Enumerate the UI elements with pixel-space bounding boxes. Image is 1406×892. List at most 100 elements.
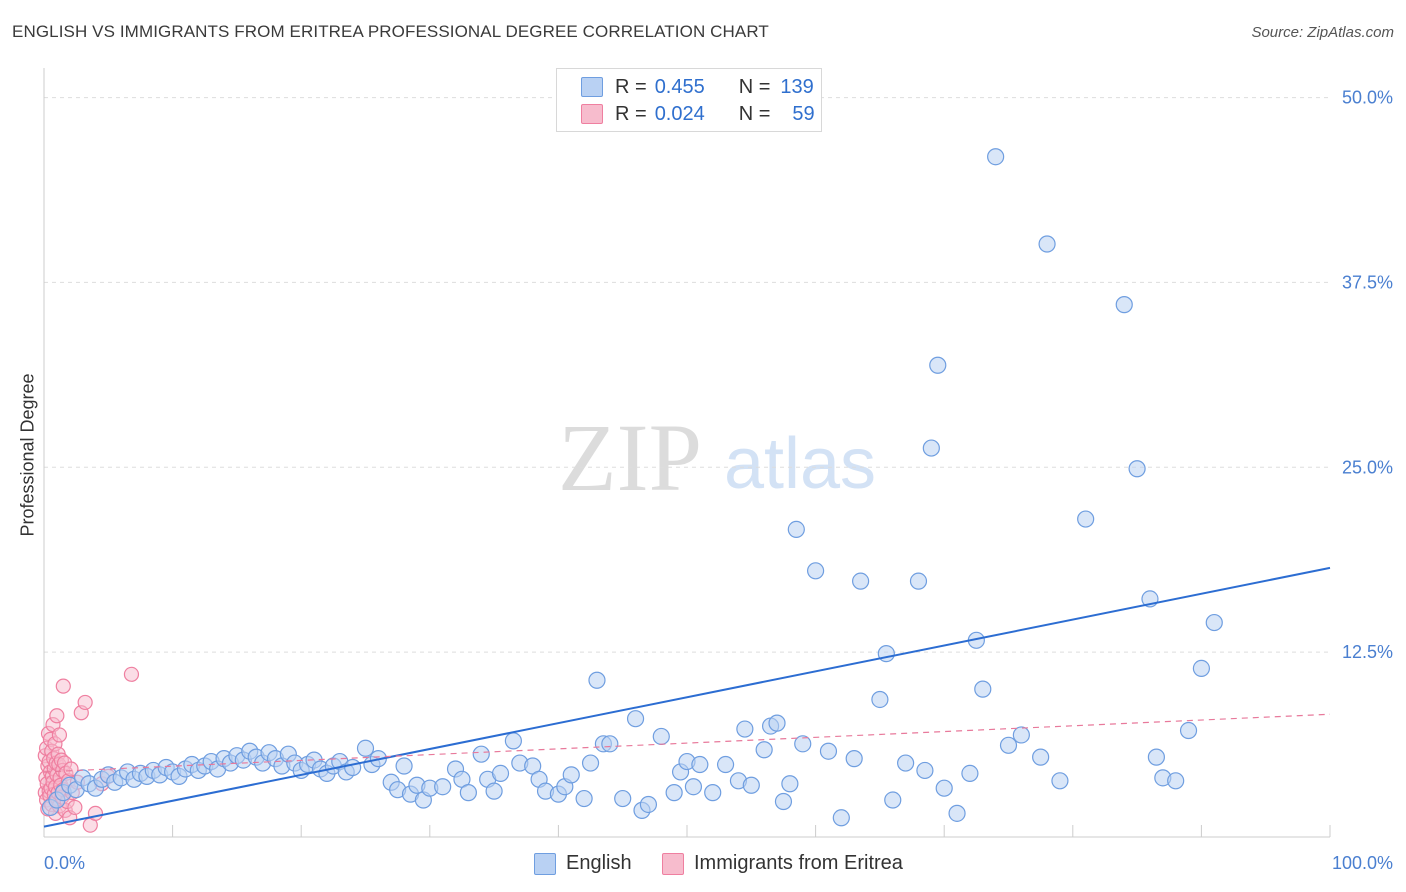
- english-point: [691, 755, 709, 774]
- bottom-legend-eritrea: Immigrants from Eritrea: [662, 852, 903, 875]
- legend-r-label: R =: [615, 102, 647, 125]
- english-point: [1012, 726, 1030, 744]
- english-point: [852, 572, 870, 590]
- english-point: [1192, 659, 1211, 678]
- english-point: [1147, 748, 1165, 766]
- english-point: [871, 690, 889, 709]
- eritrea-point: [63, 761, 79, 777]
- legend-swatch-eritrea: [581, 104, 603, 124]
- chart-source: Source: ZipAtlas.com: [1251, 24, 1394, 41]
- english-point: [1205, 613, 1223, 632]
- english-point: [1167, 772, 1185, 790]
- legend-row-english: R = 0.455 N = 139: [581, 75, 814, 99]
- grid: [44, 97, 1330, 653]
- eritrea-trend-line: [43, 713, 1331, 773]
- english-point: [935, 779, 953, 797]
- english-point: [716, 755, 735, 774]
- english-point: [639, 795, 658, 814]
- english-point: [987, 148, 1005, 166]
- english-point: [1179, 721, 1198, 740]
- eritrea-point: [49, 708, 65, 724]
- english-point: [961, 764, 979, 783]
- english-point: [395, 757, 413, 775]
- english-trend-line: [43, 566, 1331, 828]
- english-point: [1115, 296, 1133, 314]
- english-point: [909, 572, 928, 590]
- english-point: [665, 784, 683, 802]
- english-point: [781, 775, 799, 793]
- english-point: [652, 727, 670, 746]
- english-point: [929, 356, 947, 374]
- english-point: [491, 764, 510, 783]
- watermark-zip: ZIP: [558, 404, 702, 511]
- legend-n-label: N =: [738, 102, 771, 125]
- english-point: [485, 782, 503, 800]
- eritrea-point: [123, 666, 140, 682]
- english-point: [575, 789, 593, 808]
- legend-r-value: 0.455: [654, 75, 705, 98]
- english-point: [614, 789, 632, 808]
- english-point: [768, 714, 786, 732]
- english-point: [588, 671, 606, 689]
- english-point: [974, 680, 992, 698]
- legend-r-value: 0.024: [654, 102, 705, 125]
- english-point: [755, 741, 773, 759]
- english-point: [832, 809, 850, 827]
- english-point: [434, 778, 452, 796]
- english-point: [806, 562, 825, 580]
- bottom-legend-eritrea-label: Immigrants from Eritrea: [694, 852, 903, 874]
- english-point: [1077, 510, 1095, 528]
- legend-n-value: 139: [780, 75, 814, 98]
- legend-swatch-english: [581, 77, 603, 97]
- y-tick-label: 50.0%: [1342, 88, 1393, 108]
- english-point: [704, 784, 722, 802]
- axes: [43, 68, 1331, 838]
- english-point: [344, 758, 362, 777]
- english-point: [742, 776, 760, 794]
- eritrea-point: [55, 678, 71, 694]
- english-point: [626, 710, 645, 728]
- bottom-legend-english: English: [534, 852, 632, 875]
- eritrea-point: [77, 694, 93, 711]
- chart-title: ENGLISH VS IMMIGRANTS FROM ERITREA PROFE…: [12, 22, 769, 41]
- english-point: [459, 784, 477, 802]
- english-point: [916, 761, 934, 780]
- y-tick-label: 25.0%: [1342, 457, 1393, 477]
- english-point: [736, 720, 754, 738]
- english-point: [897, 754, 915, 772]
- y-tick-label: 37.5%: [1342, 272, 1393, 292]
- english-point: [581, 754, 600, 772]
- eritrea-point: [67, 799, 83, 816]
- english-point: [794, 735, 812, 753]
- english-point: [948, 804, 966, 822]
- english-point: [819, 742, 838, 760]
- english-point: [504, 732, 522, 750]
- x-tick-label: 100.0%: [1332, 853, 1393, 873]
- english-point: [684, 778, 703, 796]
- english-point: [1032, 748, 1050, 766]
- english-point: [1051, 772, 1069, 790]
- english-point: [787, 520, 805, 539]
- eritrea-point: [51, 727, 68, 743]
- english-point: [472, 745, 490, 763]
- english-points: [41, 148, 1223, 827]
- english-point: [884, 791, 902, 809]
- tick-labels: 12.5% 25.0% 37.5% 50.0% 0.0% 100.0%: [44, 88, 1393, 873]
- x-tick-label: 0.0%: [44, 853, 85, 873]
- bottom-swatch-english: [534, 852, 556, 875]
- english-point: [845, 750, 863, 768]
- watermark-atlas: atlas: [724, 424, 876, 504]
- english-point: [774, 792, 793, 811]
- english-point: [1128, 460, 1146, 478]
- stats-legend: R = 0.455 N = 139 R = 0.024 N = 59: [556, 68, 822, 132]
- legend-r-label: R =: [615, 75, 647, 98]
- watermark: ZIP atlas: [558, 404, 876, 511]
- y-tick-label: 12.5%: [1342, 642, 1393, 662]
- english-point: [562, 766, 580, 784]
- bottom-swatch-eritrea: [662, 852, 684, 875]
- bottom-legend-english-label: English: [566, 852, 632, 874]
- legend-n-value: 59: [792, 102, 815, 125]
- english-point: [356, 739, 375, 757]
- english-point: [999, 736, 1018, 754]
